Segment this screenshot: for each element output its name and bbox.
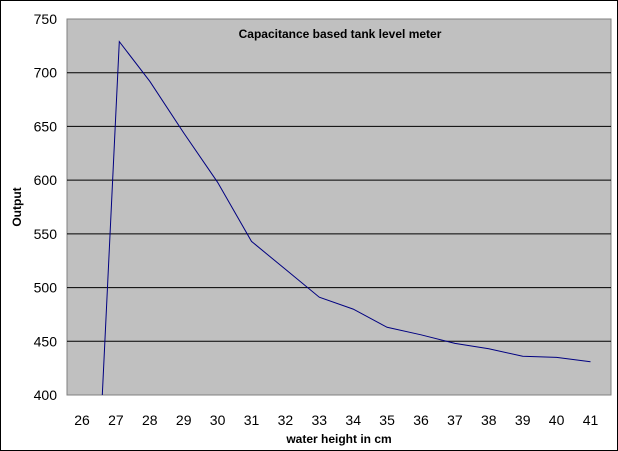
x-tick-label: 38 (481, 412, 497, 428)
x-tick-label: 37 (447, 412, 463, 428)
x-tick-label: 41 (583, 412, 599, 428)
gridlines (67, 72, 611, 342)
plot-area (66, 18, 612, 396)
x-axis-title: water height in cm (285, 432, 391, 446)
y-tick-label: 700 (34, 65, 58, 81)
y-tick-label: 750 (34, 11, 58, 27)
series-line-0 (101, 40, 591, 396)
x-tick-label: 26 (74, 412, 90, 428)
x-tick-label: 40 (549, 412, 565, 428)
y-tick-label: 650 (34, 118, 58, 134)
x-tick-label: 35 (379, 412, 395, 428)
x-tick-label: 30 (210, 412, 226, 428)
x-tick-label: 27 (108, 412, 124, 428)
y-tick-labels: 400 450 500 550 600 650 700 750 (34, 11, 58, 403)
y-tick-label: 500 (34, 280, 58, 296)
x-tick-label: 39 (515, 412, 531, 428)
series-line-group (101, 40, 591, 396)
y-axis-title: Output (10, 187, 24, 226)
y-tick-label: 450 (34, 333, 58, 349)
y-tick-label: 550 (34, 226, 58, 242)
x-tick-label: 31 (244, 412, 260, 428)
x-tick-label: 36 (413, 412, 429, 428)
x-tick-label: 29 (176, 412, 192, 428)
x-tick-label: 32 (278, 412, 294, 428)
y-tick-label: 400 (34, 387, 58, 403)
x-tick-labels: 26 27 28 29 30 31 32 33 34 35 36 37 38 39 40 41 (74, 412, 598, 428)
chart-title: Capacitance based tank level meter (239, 27, 442, 41)
x-tick-label: 33 (312, 412, 328, 428)
x-tick-label: 28 (142, 412, 158, 428)
x-tick-label: 34 (345, 412, 361, 428)
y-tick-label: 600 (34, 172, 58, 188)
